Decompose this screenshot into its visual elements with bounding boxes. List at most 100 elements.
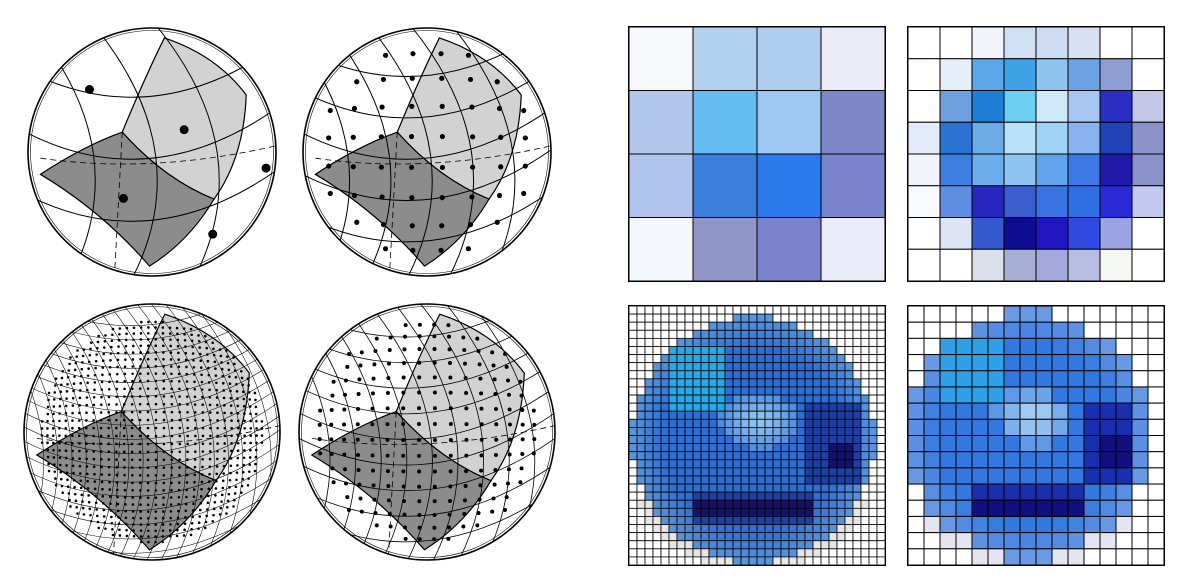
pixel-cell [796, 524, 806, 534]
pixel-cell [732, 313, 742, 323]
pixel-center-dot [58, 456, 62, 460]
pixel-cell [636, 475, 646, 485]
pixel-cell [676, 378, 686, 388]
pixel-cell [987, 354, 1005, 372]
pixel-cell [876, 556, 885, 565]
pixel-center-dot [222, 396, 226, 400]
pixel-cell [836, 532, 846, 542]
pixel-center-dot [176, 516, 180, 520]
pixel-cell [724, 483, 734, 493]
pixel-center-dot [138, 402, 142, 406]
pixel-center-dot [197, 334, 200, 337]
pixel-cell [852, 556, 862, 565]
pixel-cell [836, 402, 846, 412]
pixel-center-dot [417, 512, 422, 517]
pixel-cell [724, 394, 734, 404]
pixel-cell [629, 499, 638, 509]
pixel-center-dot [417, 453, 422, 458]
pixel-cell [836, 370, 846, 380]
pixel-cell [828, 491, 838, 501]
pixel-center-dot [463, 361, 468, 366]
pixel-cell [1099, 321, 1117, 339]
pixel-cell [692, 548, 702, 558]
pixel-cell [812, 329, 822, 339]
pixel-cell [740, 346, 750, 355]
pixel-cell [852, 483, 862, 493]
pixel-cell [1083, 321, 1101, 339]
pixel-cell [828, 507, 838, 517]
pixel-cell [676, 427, 686, 436]
pixel-center-dot [82, 513, 86, 516]
pixel-center-dot [318, 408, 323, 413]
pixel-center-dot [162, 442, 166, 446]
pixel-center-dot [115, 488, 119, 492]
pixel-cell [828, 418, 838, 428]
pixel-center-dot [184, 345, 187, 348]
pixel-cell [748, 378, 758, 388]
pixel-cell [708, 337, 718, 347]
pixel-center-dot [86, 487, 90, 490]
pixel-cell [668, 362, 678, 372]
pixel-cell [1019, 532, 1037, 550]
pixel-cell [812, 475, 822, 485]
pixel-cell [955, 306, 973, 323]
pixel-center-dot [479, 468, 484, 473]
pixel-center-dot [154, 365, 158, 368]
pixel-cell [796, 451, 806, 461]
pixel-cell [820, 306, 830, 315]
pixel-cell [1083, 548, 1101, 565]
pixel-cell [868, 451, 878, 461]
pixel-center-dot [94, 501, 98, 505]
pixel-cell [756, 370, 766, 380]
pixel-center-dot [86, 374, 90, 377]
pixel-center-dot [96, 340, 100, 344]
pixel-cell [716, 313, 726, 323]
pixel-cell [828, 346, 838, 355]
pixel-cell [796, 346, 806, 355]
pixel-cell [772, 475, 782, 485]
pixel-cell [692, 346, 702, 355]
pixel-center-dot [432, 512, 437, 517]
pixel-cell [844, 516, 854, 525]
pixel-cell [700, 435, 710, 444]
pixel-center-dot [439, 223, 445, 229]
pixel-center-dot [87, 367, 90, 370]
pixel-center-dot [162, 365, 165, 368]
pixel-cell [812, 435, 822, 444]
pixel-cell [644, 306, 654, 315]
pixel-center-dot [190, 521, 194, 525]
pixel-center-dot [204, 520, 208, 524]
pixel-cell [692, 329, 702, 339]
pixel-cell [692, 443, 702, 453]
pixel-cell [772, 483, 782, 493]
pixel-cell [1019, 306, 1037, 323]
pixel-center-dot [355, 437, 360, 442]
pixel-cell [876, 475, 885, 485]
pixel-center-dot [178, 466, 181, 469]
pixel-center-dot [494, 437, 499, 442]
pixel-center-dot [432, 375, 437, 380]
pixel-center-dot [162, 474, 166, 477]
pixel-cell [668, 402, 678, 412]
pixel-cell [836, 435, 846, 444]
pixel-center-dot [198, 346, 202, 349]
pixel-cell [700, 329, 710, 339]
pixel-center-dot [438, 247, 444, 253]
pixel-cell [812, 556, 822, 565]
pixel-cell [939, 532, 957, 550]
pixel-cell [724, 378, 734, 388]
pixel-cell [820, 532, 830, 542]
pixel-center-dot [200, 380, 204, 384]
pixel-cell [1147, 499, 1164, 517]
pixel-cell [1003, 248, 1037, 281]
pixel-center-dot [520, 437, 525, 442]
pixel-center-dot [221, 479, 225, 483]
pixel-cell [1067, 467, 1085, 485]
pixel-center-dot [520, 408, 525, 413]
pixel-cell [724, 491, 734, 501]
pixel-cell [732, 516, 742, 525]
pixel-center-dot [124, 338, 128, 342]
pixel-center-dot [532, 422, 537, 427]
pixel-cell [740, 475, 750, 485]
pixel-center-dot [100, 395, 103, 399]
